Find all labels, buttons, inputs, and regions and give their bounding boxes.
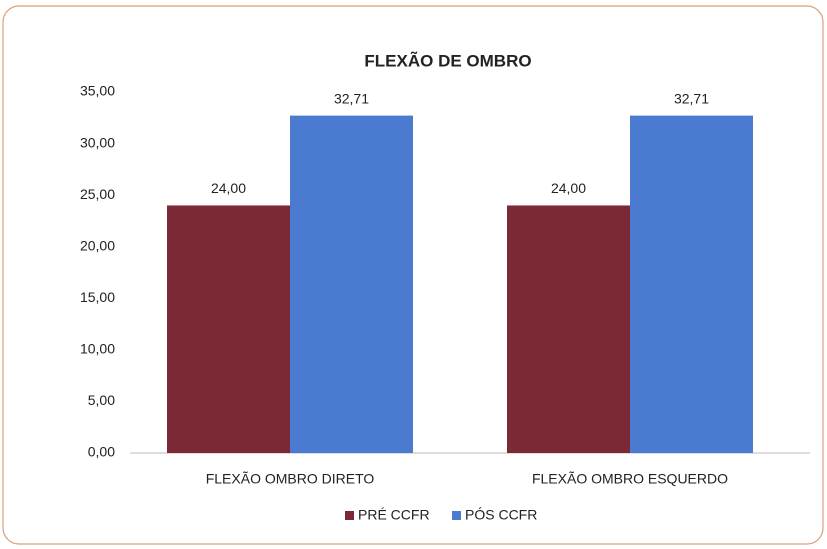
chart-title: FLEXÃO DE OMBRO: [364, 50, 531, 70]
bar: [630, 115, 753, 453]
legend-label: PÓS CCFR: [465, 507, 537, 523]
y-tick-label: 0,00: [88, 444, 115, 460]
bar: [167, 205, 290, 453]
y-tick-label: 20,00: [80, 237, 115, 253]
value-label: 24,00: [211, 180, 246, 196]
y-tick-label: 25,00: [80, 186, 115, 202]
legend-swatch: [452, 511, 461, 520]
legend-label: PRÉ CCFR: [358, 507, 430, 523]
bar: [290, 115, 413, 453]
y-tick-label: 30,00: [80, 134, 115, 150]
y-tick-label: 35,00: [80, 83, 115, 99]
value-label: 32,71: [334, 90, 369, 106]
value-label: 32,71: [674, 90, 709, 106]
y-tick-label: 15,00: [80, 289, 115, 305]
bar: [507, 205, 630, 453]
legend-swatch: [345, 511, 354, 520]
y-tick-label: 5,00: [88, 392, 115, 408]
y-tick-label: 10,00: [80, 341, 115, 357]
x-tick-label: FLEXÃO OMBRO ESQUERDO: [532, 471, 728, 487]
value-label: 24,00: [551, 180, 586, 196]
x-tick-label: FLEXÃO OMBRO DIRETO: [206, 471, 375, 487]
